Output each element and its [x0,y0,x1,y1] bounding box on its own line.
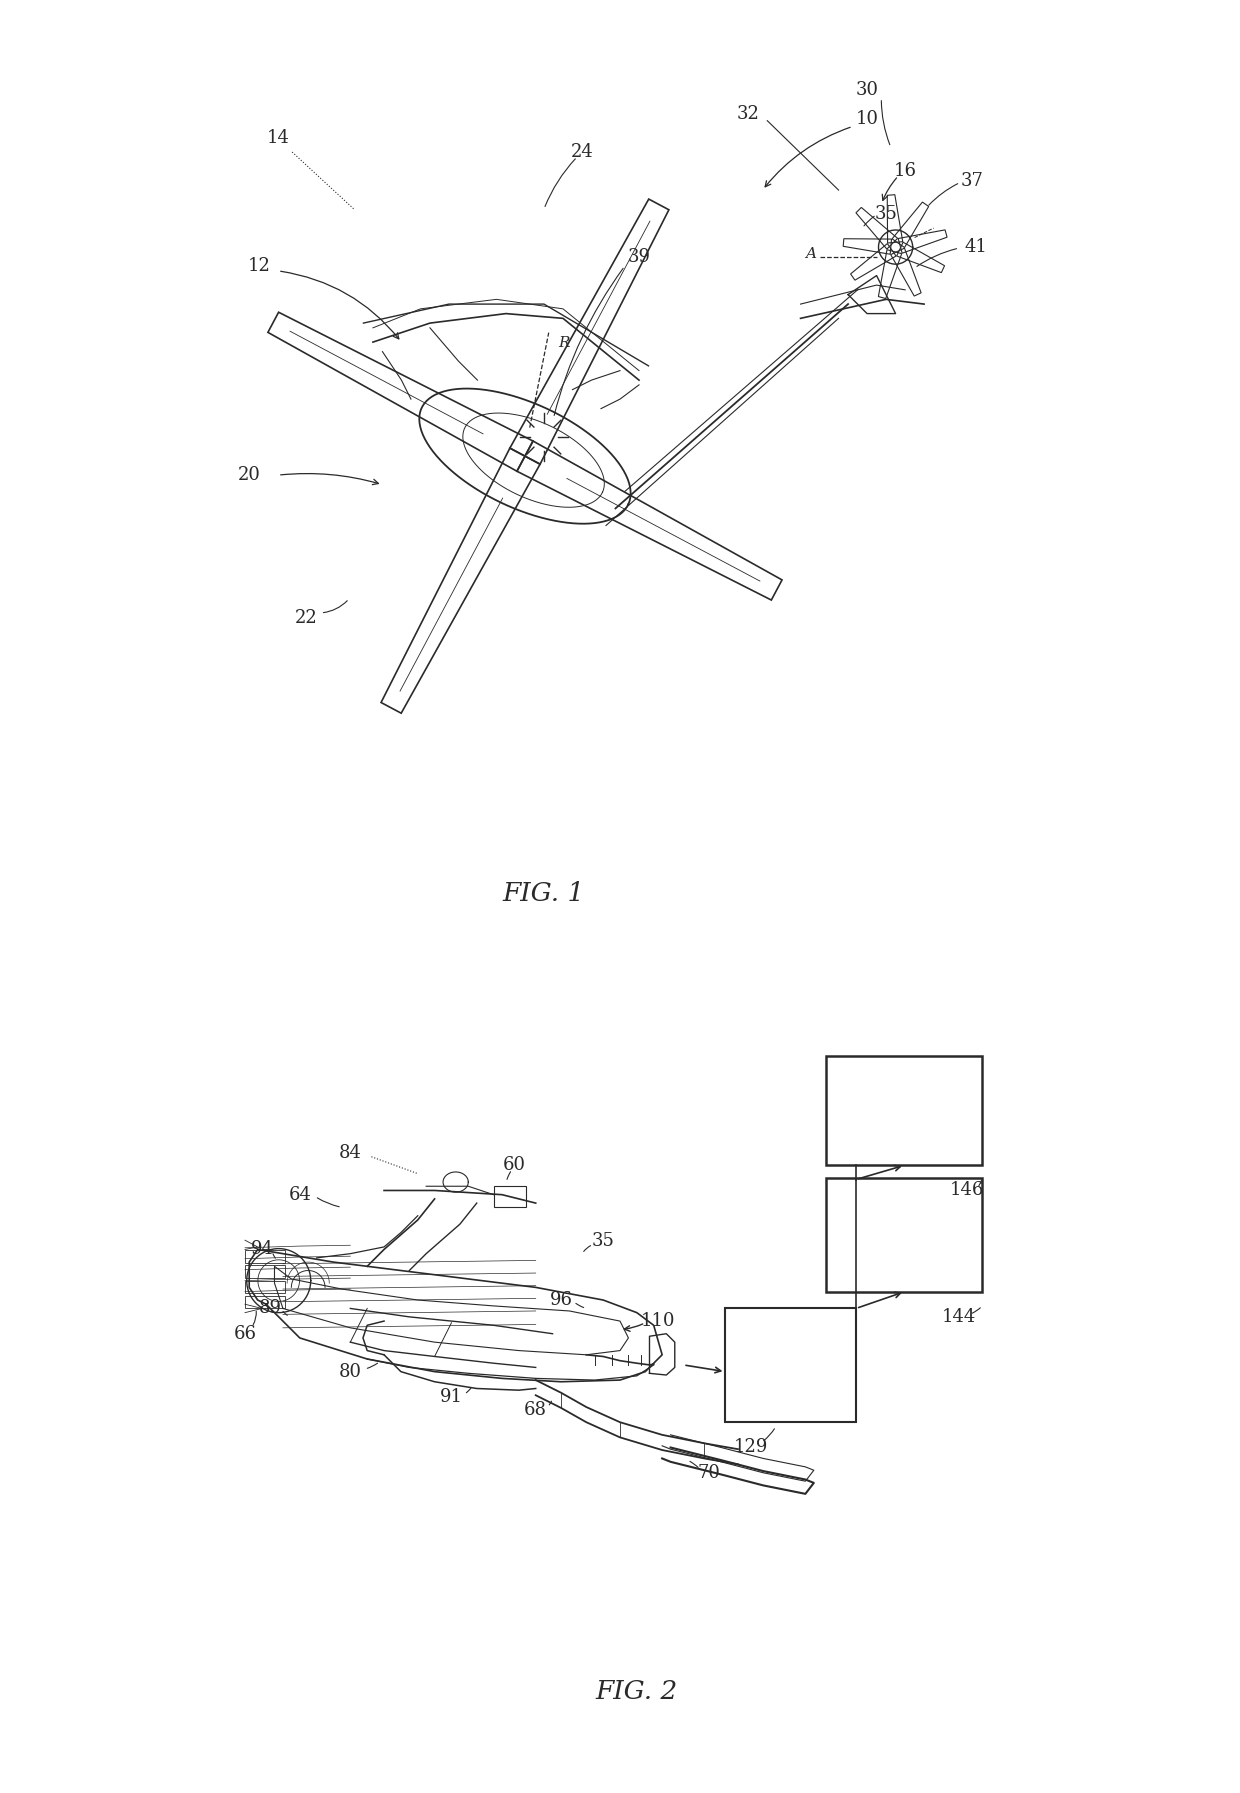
Text: 96: 96 [549,1291,573,1309]
Text: 22: 22 [295,608,317,628]
Text: 35: 35 [874,204,898,222]
Text: 60: 60 [503,1156,526,1174]
Text: 110: 110 [641,1312,675,1330]
Text: 68: 68 [525,1400,547,1418]
Text: R: R [558,335,569,350]
Text: A: A [805,247,816,262]
Text: 37: 37 [960,172,983,190]
FancyBboxPatch shape [246,1296,285,1309]
Text: 41: 41 [965,238,988,256]
Text: 91: 91 [440,1388,463,1406]
FancyBboxPatch shape [827,1056,982,1165]
FancyBboxPatch shape [827,1178,982,1291]
Text: 39: 39 [627,247,651,265]
Text: 66: 66 [233,1325,257,1343]
FancyBboxPatch shape [246,1266,285,1278]
Text: 10: 10 [856,109,879,127]
Text: FIG. 1: FIG. 1 [503,880,585,905]
Text: 94: 94 [250,1241,273,1259]
Text: 32: 32 [737,106,760,124]
FancyBboxPatch shape [246,1280,285,1293]
Text: 144: 144 [941,1307,976,1325]
Text: 146: 146 [950,1182,985,1200]
Text: 35: 35 [591,1232,615,1250]
Text: 14: 14 [267,129,289,147]
Text: 70: 70 [697,1463,720,1481]
Text: 129: 129 [733,1438,768,1456]
Text: 20: 20 [238,466,260,484]
Text: 80: 80 [339,1363,362,1381]
Text: 24: 24 [570,143,594,161]
FancyBboxPatch shape [246,1250,285,1262]
Text: 84: 84 [339,1144,362,1162]
Text: 89: 89 [259,1300,281,1318]
Text: 30: 30 [856,81,879,99]
FancyBboxPatch shape [725,1309,856,1422]
Text: FIG. 2: FIG. 2 [595,1680,678,1705]
Text: 16: 16 [894,161,916,179]
FancyBboxPatch shape [494,1187,526,1207]
Text: 64: 64 [289,1185,311,1203]
Text: 12: 12 [248,256,270,274]
